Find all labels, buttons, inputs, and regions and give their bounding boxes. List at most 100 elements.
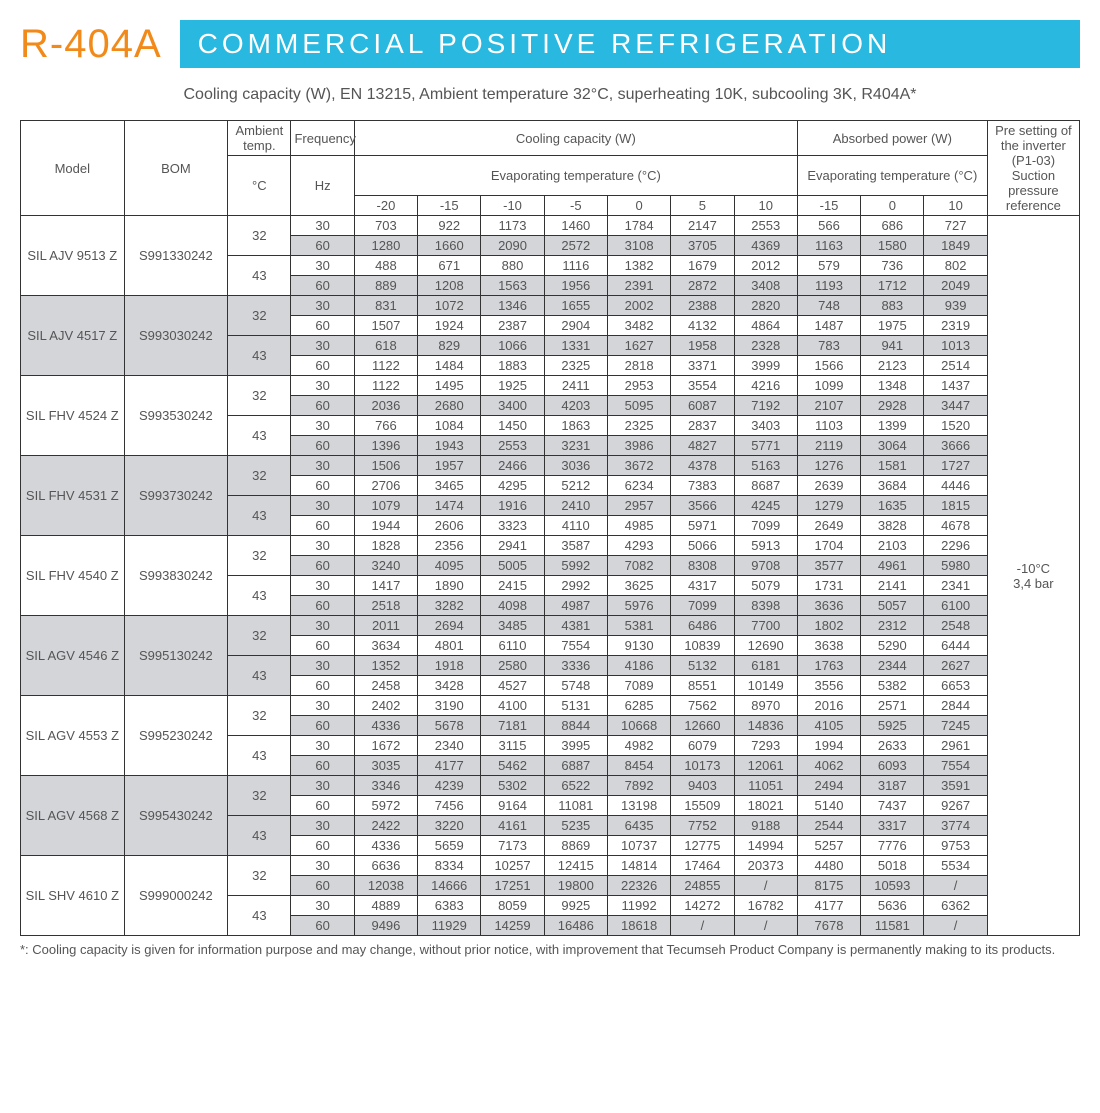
bom-cell: S995130242 (124, 616, 228, 696)
cc-cell: 9130 (607, 636, 670, 656)
ap-cell: 3684 (861, 476, 924, 496)
table-row: SIL AJV 4517 ZS9930302423230831107213461… (21, 296, 1080, 316)
freq-cell: 60 (291, 556, 354, 576)
cc-cell: 7700 (734, 616, 797, 636)
cc-cell: 5972 (354, 796, 417, 816)
cc-cell: 3346 (354, 776, 417, 796)
cc-cell: 7192 (734, 396, 797, 416)
cc-cell: 1660 (418, 236, 481, 256)
ap-cell: / (924, 876, 987, 896)
ap-cell: 3828 (861, 516, 924, 536)
cc-cell: 14666 (418, 876, 481, 896)
cc-cell: 2992 (544, 576, 607, 596)
ap-cell: 2016 (797, 696, 860, 716)
cc-cell: 24855 (671, 876, 734, 896)
cc-cell: 5381 (607, 616, 670, 636)
cc-cell: 4186 (607, 656, 670, 676)
cc-cell: 4827 (671, 436, 734, 456)
col-absorbed: Absorbed power (W) (797, 121, 987, 156)
ap-cell: 1731 (797, 576, 860, 596)
cc-cell: 8970 (734, 696, 797, 716)
temp-cell: 32 (228, 856, 291, 896)
cc-cell: 9925 (544, 896, 607, 916)
ap-cell: 2341 (924, 576, 987, 596)
ap-cell: 2141 (861, 576, 924, 596)
cc-cell: 1883 (481, 356, 544, 376)
cc-cell: 4245 (734, 496, 797, 516)
ap-cell: 7245 (924, 716, 987, 736)
cc-cell: 7181 (481, 716, 544, 736)
cc-cell: 766 (354, 416, 417, 436)
cc-cell: 1784 (607, 216, 670, 236)
table-body: SIL AJV 9513 ZS9913302423230703922117314… (21, 216, 1080, 936)
freq-cell: 60 (291, 516, 354, 536)
cc-cell: 1627 (607, 336, 670, 356)
cc-cell: 2147 (671, 216, 734, 236)
ap-cell: 2928 (861, 396, 924, 416)
ap-cell: 1581 (861, 456, 924, 476)
cc-cell: 3371 (671, 356, 734, 376)
cc-cell: 1331 (544, 336, 607, 356)
cc-cell: 7456 (418, 796, 481, 816)
cc-temp-header: -10 (481, 196, 544, 216)
cc-cell: 3428 (418, 676, 481, 696)
ap-cell: 1975 (861, 316, 924, 336)
cc-cell: 3190 (418, 696, 481, 716)
bom-cell: S991330242 (124, 216, 228, 296)
cc-cell: 6079 (671, 736, 734, 756)
ap-cell: 2627 (924, 656, 987, 676)
ap-temp-header: 10 (924, 196, 987, 216)
cc-cell: 1679 (671, 256, 734, 276)
cc-cell: 5066 (671, 536, 734, 556)
cc-cell: 4110 (544, 516, 607, 536)
bom-cell: S993730242 (124, 456, 228, 536)
cc-cell: 7752 (671, 816, 734, 836)
cc-cell: 4801 (418, 636, 481, 656)
temp-cell: 32 (228, 296, 291, 336)
ap-cell: 4062 (797, 756, 860, 776)
cc-cell: 3231 (544, 436, 607, 456)
ap-cell: 1635 (861, 496, 924, 516)
cc-cell: 12775 (671, 836, 734, 856)
cc-cell: 1943 (418, 436, 481, 456)
cc-cell: 9164 (481, 796, 544, 816)
ap-cell: 1763 (797, 656, 860, 676)
cc-cell: 7554 (544, 636, 607, 656)
cc-cell: 3403 (734, 416, 797, 436)
ap-cell: 579 (797, 256, 860, 276)
cc-cell: 12061 (734, 756, 797, 776)
cc-cell: 5131 (544, 696, 607, 716)
ap-cell: 2107 (797, 396, 860, 416)
cc-cell: 1346 (481, 296, 544, 316)
cc-cell: 14814 (607, 856, 670, 876)
ap-cell: 7554 (924, 756, 987, 776)
ap-cell: 3577 (797, 556, 860, 576)
cc-cell: 880 (481, 256, 544, 276)
cc-cell: 1079 (354, 496, 417, 516)
cc-cell: 7099 (671, 596, 734, 616)
cc-cell: 1084 (418, 416, 481, 436)
cc-cell: 3336 (544, 656, 607, 676)
cc-cell: 2011 (354, 616, 417, 636)
cc-cell: 4098 (481, 596, 544, 616)
cc-cell: 4161 (481, 816, 544, 836)
cc-cell: 14836 (734, 716, 797, 736)
cc-cell: 3035 (354, 756, 417, 776)
temp-cell: 32 (228, 616, 291, 656)
ap-cell: 2961 (924, 736, 987, 756)
cc-cell: 3282 (418, 596, 481, 616)
cc-cell: 1122 (354, 356, 417, 376)
cc-cell: 4378 (671, 456, 734, 476)
cc-cell: 15509 (671, 796, 734, 816)
temp-cell: 43 (228, 656, 291, 696)
cc-cell: 1474 (418, 496, 481, 516)
ap-cell: 1727 (924, 456, 987, 476)
ap-cell: 2639 (797, 476, 860, 496)
cc-cell: 829 (418, 336, 481, 356)
cc-cell: 18618 (607, 916, 670, 936)
freq-cell: 30 (291, 256, 354, 276)
cc-cell: 5462 (481, 756, 544, 776)
cc-cell: 2694 (418, 616, 481, 636)
ap-cell: 1099 (797, 376, 860, 396)
cc-cell: 4336 (354, 716, 417, 736)
